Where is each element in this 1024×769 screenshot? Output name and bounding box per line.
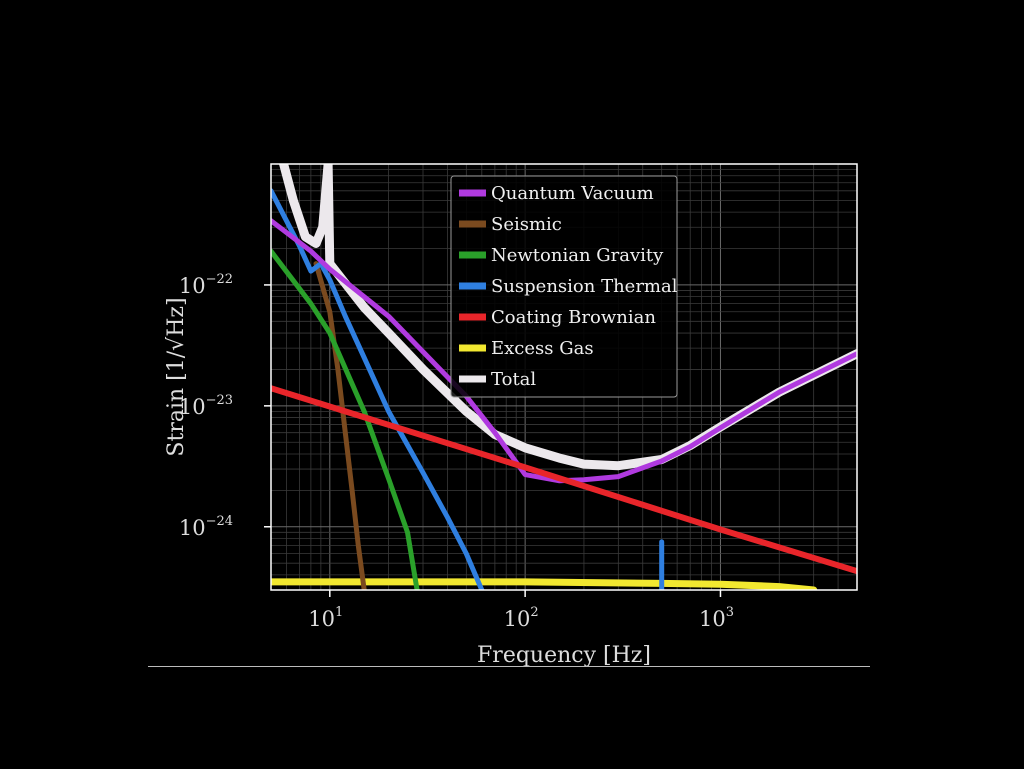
legend-label: Coating Brownian [491,307,656,328]
legend-label: Newtonian Gravity [491,245,664,266]
legend-label: Total [491,369,536,390]
y-tick-label: 10−24 [179,514,233,540]
plot-frame [270,163,858,591]
series-line-newtonian-gravity [271,248,420,590]
series-line-seismic [313,261,367,590]
legend-label: Excess Gas [491,338,594,359]
legend: Quantum Vacuum Seismic Newtonian Gravity Su… [450,175,678,398]
x-tick-label: 102 [504,605,539,631]
legend-box [450,175,678,398]
series-line-excess-gas [271,578,818,590]
x-axis-ticks: 101 102 103 [308,590,734,631]
x-tick-label: 101 [308,605,343,631]
legend-label: Quantum Vacuum [491,183,654,204]
series-line-coating-brownian [271,385,857,575]
slide-divider-line [148,666,870,667]
curves [271,164,857,590]
x-tick-label: 103 [699,605,734,631]
legend-label: Suspension Thermal [491,276,678,297]
y-tick-label: 10−22 [179,272,233,298]
series-line-quantum-vacuum [271,218,857,484]
y-axis-label: Strain [1/√Hz] [164,297,189,456]
series-line-suspension-thermal [271,188,485,590]
legend-label: Seismic [491,214,562,235]
x-axis-label: Frequency [Hz] [477,643,651,668]
